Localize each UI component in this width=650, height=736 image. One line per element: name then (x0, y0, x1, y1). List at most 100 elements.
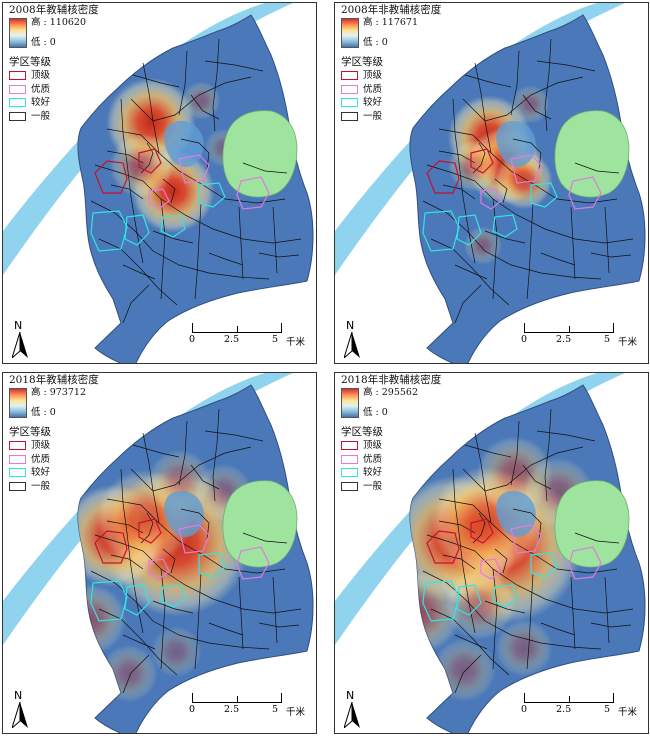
legend-item: 顶级 (341, 441, 441, 451)
school-district (124, 214, 150, 246)
legend-label: 一般 (31, 110, 51, 122)
boundary-line (242, 532, 288, 544)
school-district (456, 584, 482, 616)
scale-bar: 0 2.5 5 千米 (188, 323, 308, 349)
school-district (90, 210, 128, 252)
boundary-line (238, 576, 244, 650)
density-hotspot (432, 637, 497, 702)
boundary-line (522, 464, 552, 490)
scale-bar: 0 2.5 5 千米 (520, 323, 640, 349)
boundary-line (190, 464, 220, 490)
scale-tick-2: 5 (272, 334, 279, 345)
school-district (492, 584, 518, 608)
boundary-line (512, 508, 542, 540)
school-district (470, 518, 494, 544)
district-boundaries (90, 408, 302, 694)
scale-tick-1: 2.5 (556, 334, 572, 345)
boundary-line (526, 202, 534, 300)
boundary-line (462, 76, 584, 122)
boundary-line (484, 230, 526, 244)
boundary-line (430, 608, 510, 676)
legend-swatch (9, 468, 26, 478)
density-ramp: 高 : 973712 低 : 0 (9, 386, 99, 418)
north-label: N (14, 319, 23, 332)
legend-item: 较好 (9, 468, 99, 478)
legend-item: 一般 (9, 110, 99, 122)
legend-label: 优质 (363, 83, 383, 95)
density-hotspot (150, 626, 202, 678)
school-district (480, 558, 502, 580)
density-ramp: 高 : 117671 低 : 0 (341, 17, 441, 48)
legend-item: 顶级 (9, 71, 99, 81)
boundary-line (438, 498, 618, 574)
boundary-line (574, 162, 620, 174)
ramp-low-label: 低 : 0 (31, 37, 56, 48)
north-arrow: N (341, 319, 363, 359)
boundary-line (238, 206, 244, 280)
district-level-title: 学区等级 (341, 425, 383, 438)
boundary-line (212, 38, 220, 132)
legend-item: 顶级 (9, 441, 99, 451)
park (222, 480, 298, 568)
school-districts (422, 518, 602, 622)
legend-item: 一般 (341, 110, 441, 122)
boundary-line (472, 142, 486, 174)
scale-tick-2: 5 (604, 704, 611, 715)
legend-label: 较好 (31, 467, 51, 478)
north-arrow: N (9, 689, 31, 729)
legend: 2018年教辅核密度 高 : 973712 低 : 0 学区等级 顶级 优质 较好一… (9, 375, 99, 491)
school-district (124, 584, 150, 616)
scale-tick-1: 2.5 (224, 704, 240, 715)
legend-item: 顶级 (341, 71, 441, 81)
ramp-low-label: 低 : 0 (31, 407, 56, 418)
boundary-line (130, 76, 252, 122)
legend-label: 顶级 (31, 440, 51, 451)
scale-unit: 千米 (286, 707, 306, 718)
density-hotspot (77, 584, 127, 655)
district-boundaries (422, 408, 634, 694)
district-boundaries (422, 38, 634, 324)
scale-tick-0: 0 (521, 334, 528, 345)
color-ramp (341, 387, 359, 418)
legend-swatch (341, 468, 358, 478)
boundary-line (194, 572, 202, 670)
boundary-line (162, 548, 176, 574)
legend-label: 较好 (363, 97, 383, 108)
density-hotspot (100, 644, 158, 703)
boundary-line (110, 184, 144, 200)
school-district (470, 148, 494, 174)
boundary-line (540, 252, 576, 266)
school-district (160, 584, 186, 608)
school-district (422, 580, 460, 622)
school-district (530, 182, 558, 208)
legend-label: 顶级 (363, 70, 383, 81)
density-ramp: 高 : 295562 低 : 0 (341, 387, 441, 418)
boundary-line (272, 206, 278, 274)
map-panel: 2008年非教辅核密度 高 : 117671 低 : 0 学区等级 顶级 优质 较好… (334, 2, 649, 364)
legend-swatch (341, 481, 358, 491)
boundary-line (90, 570, 270, 650)
boundary-line (120, 98, 144, 264)
boundary-line (142, 62, 160, 154)
boundary-line (162, 178, 176, 204)
legend-label: 一般 (363, 110, 383, 122)
boundary-line (422, 200, 602, 280)
density-hotspots (77, 449, 253, 703)
ramp-high-label: 高 : 973712 (31, 386, 87, 398)
scale-tick-2: 5 (604, 334, 611, 345)
school-district (148, 558, 170, 580)
density-map (3, 373, 314, 733)
legend-swatch (341, 441, 358, 451)
boundary-line (194, 202, 202, 300)
boundary-line (422, 570, 602, 650)
boundary-line (536, 430, 596, 442)
school-district (198, 182, 226, 208)
boundary-line (132, 74, 180, 88)
boundary-line (484, 600, 526, 614)
scale-tick-2: 5 (272, 704, 279, 715)
boundary-line (140, 142, 154, 174)
legend: 2008年教辅核密度 高 : 110620 低 : 0 学区等级 顶级 优质 较好一… (9, 5, 99, 121)
boundary-line (494, 548, 508, 574)
boundary-line (464, 444, 512, 458)
school-district (198, 552, 226, 578)
